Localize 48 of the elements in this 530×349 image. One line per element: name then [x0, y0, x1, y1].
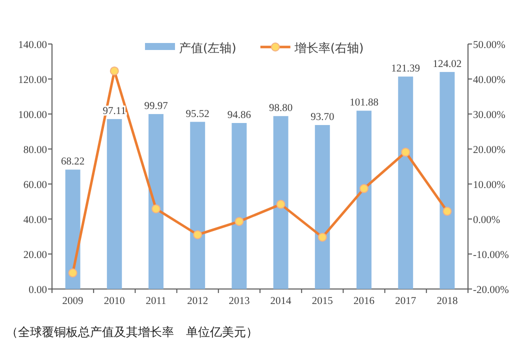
- data-label: 93.70: [310, 112, 334, 124]
- y-tick-label: 120.00: [18, 75, 47, 86]
- data-label: 68.22: [60, 156, 85, 168]
- y2-tick-label: 20.00%: [473, 145, 506, 156]
- y-tick-label: 40.00: [23, 215, 47, 226]
- x-tick-label: 2011: [146, 296, 166, 307]
- bar: [398, 76, 414, 289]
- x-tick-label: 2010: [104, 296, 125, 307]
- y2-tick-label: 0.00%: [473, 215, 500, 226]
- bar: [232, 122, 247, 289]
- y2-tick-label: -20.00%: [473, 285, 510, 296]
- data-label: 121.39: [391, 64, 420, 75]
- bar: [314, 125, 330, 289]
- x-tick-label: 2014: [270, 296, 292, 307]
- y2-tick-label: 50.00%: [473, 40, 506, 51]
- bar: [148, 114, 164, 289]
- bar: [106, 119, 122, 289]
- y2-tick-label: 40.00%: [473, 75, 506, 86]
- bar: [440, 72, 455, 289]
- x-tick-label: 2012: [187, 296, 208, 307]
- y-tick-label: 60.00: [23, 180, 47, 191]
- data-label: 99.97: [144, 101, 168, 112]
- x-tick-label: 2018: [436, 296, 458, 307]
- y-tick-label: 20.00: [23, 250, 47, 261]
- bar: [190, 122, 206, 289]
- legend-label: 产值(左轴): [179, 41, 236, 55]
- legend-label: 增长率(右轴): [293, 41, 364, 55]
- y-tick-label: 0.00: [28, 285, 47, 296]
- bar: [65, 170, 80, 289]
- data-label: 124.02: [432, 58, 462, 70]
- data-label: 98.80: [268, 103, 293, 114]
- x-tick-label: 2015: [312, 296, 333, 307]
- data-label: 95.52: [186, 108, 210, 120]
- y2-tick-label: -10.00%: [473, 250, 510, 261]
- x-tick-label: 2013: [228, 296, 250, 307]
- data-label: 101.88: [350, 98, 378, 109]
- y2-tick-label: 10.00%: [473, 180, 506, 191]
- text: （全球覆铜板总产值及其增长率 单位亿美元）: [6, 325, 258, 339]
- y-tick-label: 140.00: [18, 40, 47, 51]
- x-tick-label: 2009: [62, 296, 84, 307]
- x-tick-label: 2017: [395, 296, 416, 307]
- bar: [356, 110, 372, 289]
- x-tick-label: 2016: [354, 296, 374, 307]
- y-tick-label: 100.00: [18, 110, 47, 121]
- bar: [273, 116, 288, 289]
- data-label: 94.86: [227, 110, 252, 121]
- y-tick-label: 80.00: [23, 145, 47, 156]
- y2-tick-label: 30.00%: [473, 110, 506, 121]
